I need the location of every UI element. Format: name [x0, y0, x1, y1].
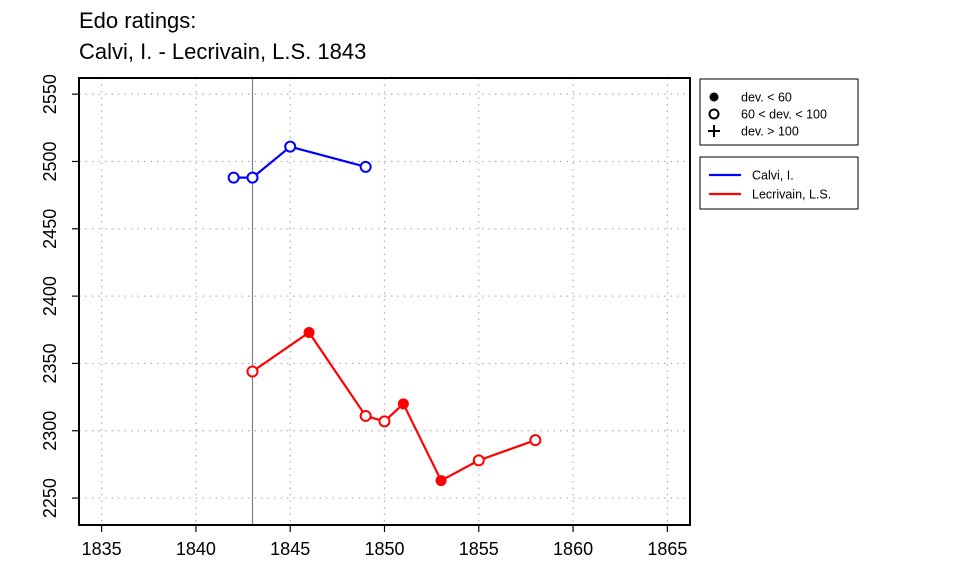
data-point [227, 171, 240, 184]
y-tick-label: 2500 [40, 141, 60, 181]
plot-frame [78, 77, 691, 526]
data-point [378, 415, 391, 428]
chart-title-line-2: Calvi, I. - Lecrivain, L.S. 1843 [79, 39, 367, 64]
x-tick-label: 1860 [553, 539, 593, 559]
legend-marker-label: dev. > 100 [741, 125, 799, 139]
legend-plus-icon [708, 125, 720, 137]
x-tick-label: 1840 [176, 539, 216, 559]
marker-legend-box [699, 78, 859, 146]
x-tick-label: 1845 [270, 539, 310, 559]
legend-series-label: Lecrivain, L.S. [752, 188, 831, 202]
x-tick-label: 1855 [459, 539, 499, 559]
data-point [529, 434, 542, 447]
legend-marker-label: 60 < dev. < 100 [741, 108, 827, 122]
y-tick-label: 2400 [40, 276, 60, 316]
y-tick-label: 2250 [40, 478, 60, 518]
legend-series-label: Calvi, I. [752, 169, 794, 183]
y-tick-label: 2550 [40, 74, 60, 114]
series-line-2 [251, 331, 536, 482]
data-point [397, 398, 409, 410]
data-point [303, 326, 315, 338]
series-legend-box [699, 156, 859, 210]
chart-title-line-1: Edo ratings: [79, 8, 197, 33]
data-point [472, 454, 485, 467]
x-tick-label: 1850 [364, 539, 404, 559]
data-point [359, 409, 372, 422]
data-point [246, 171, 259, 184]
series-legend: Calvi, I. Lecrivain, L.S. [699, 156, 859, 210]
x-tick-label: 1835 [82, 539, 122, 559]
y-tick-label: 2350 [40, 343, 60, 383]
data-point [435, 475, 447, 487]
legend-open-circle-icon [708, 108, 720, 120]
series-line-1 [233, 145, 366, 179]
legend-filled-circle-icon [709, 92, 719, 102]
x-tick-label: 1865 [647, 539, 687, 559]
data-point [246, 365, 259, 378]
marker-legend: dev. < 60 60 < dev. < 100 dev. > 100 [699, 78, 859, 146]
y-tick-label: 2300 [40, 411, 60, 451]
data-point [284, 140, 297, 153]
legend-marker-label: dev. < 60 [741, 91, 792, 105]
data-point [359, 160, 372, 173]
y-tick-label: 2450 [40, 209, 60, 249]
